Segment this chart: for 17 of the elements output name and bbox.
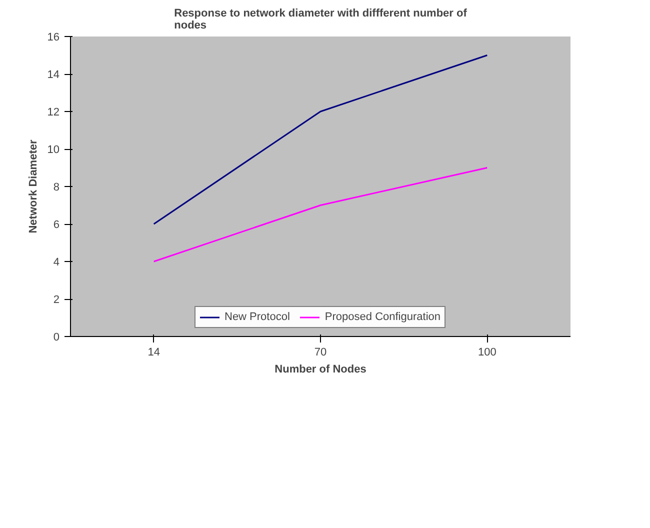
y-tick-label: 4 bbox=[53, 256, 60, 268]
x-axis-title: Number of Nodes bbox=[274, 364, 366, 376]
legend-label: New Protocol bbox=[224, 311, 290, 323]
y-tick-label: 16 bbox=[47, 32, 60, 44]
y-tick-label: 2 bbox=[53, 294, 60, 306]
y-tick-label: 8 bbox=[53, 182, 60, 194]
y-tick-label: 10 bbox=[47, 144, 60, 156]
x-tick-label: 100 bbox=[478, 346, 496, 358]
x-tick-label: 70 bbox=[314, 346, 327, 358]
y-tick-label: 14 bbox=[47, 69, 60, 81]
legend-label: Proposed Configuration bbox=[324, 311, 440, 323]
y-axis-title: Network Diameter bbox=[27, 139, 40, 234]
chart-title: Response to network diameter with diffferent number of nodes bbox=[174, 8, 468, 32]
y-tick-label: 12 bbox=[47, 106, 60, 118]
x-tick-label: 14 bbox=[148, 346, 160, 358]
y-tick-label: 0 bbox=[53, 332, 60, 344]
y-tick-label: 6 bbox=[53, 219, 60, 231]
